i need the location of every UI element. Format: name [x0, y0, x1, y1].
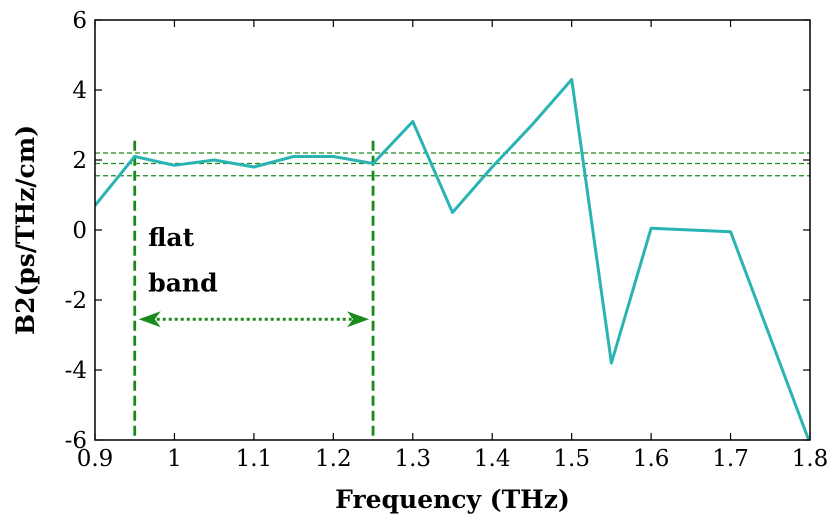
y-tick-label: -4 [65, 358, 87, 384]
arrow-head-left [138, 311, 161, 328]
series-line [95, 78, 810, 440]
x-tick-label: 1.5 [553, 446, 590, 472]
series-group [95, 78, 810, 440]
y-tick-label: -2 [65, 288, 87, 314]
y-tick-label: 6 [72, 8, 87, 34]
annotations: flat band [148, 223, 217, 298]
y-tick-label: -6 [65, 428, 87, 454]
x-tick-label: 1.7 [712, 446, 749, 472]
y-axis-title: B2(ps/THz/cm) [11, 125, 40, 335]
x-tick-label: 1.2 [315, 446, 352, 472]
x-axis-title: Frequency (THz) [335, 485, 570, 514]
x-tick-label: 0.9 [77, 446, 114, 472]
annotation-text: band [148, 268, 217, 297]
y-tick-label: 4 [72, 78, 87, 104]
x-tick-label: 1.4 [474, 446, 511, 472]
annotation-text: flat [148, 223, 194, 252]
flat-band-arrow [138, 311, 370, 328]
x-tick-label: 1.6 [633, 446, 670, 472]
x-tick-label: 1.1 [236, 446, 273, 472]
arrow-head-right [347, 311, 370, 328]
axis-ticks: 0.9 1 1.1 1.2 1.3 1.4 1.5 1.6 1.7 1.8 -6 -4 -2 0 2 4 6 [65, 8, 829, 472]
x-tick-label: 1.3 [394, 446, 431, 472]
x-tick-label: 1.8 [792, 446, 829, 472]
x-tick-label: 1 [167, 446, 182, 472]
y-tick-label: 0 [72, 218, 87, 244]
y-tick-label: 2 [72, 148, 87, 174]
reference-lines [95, 140, 810, 440]
